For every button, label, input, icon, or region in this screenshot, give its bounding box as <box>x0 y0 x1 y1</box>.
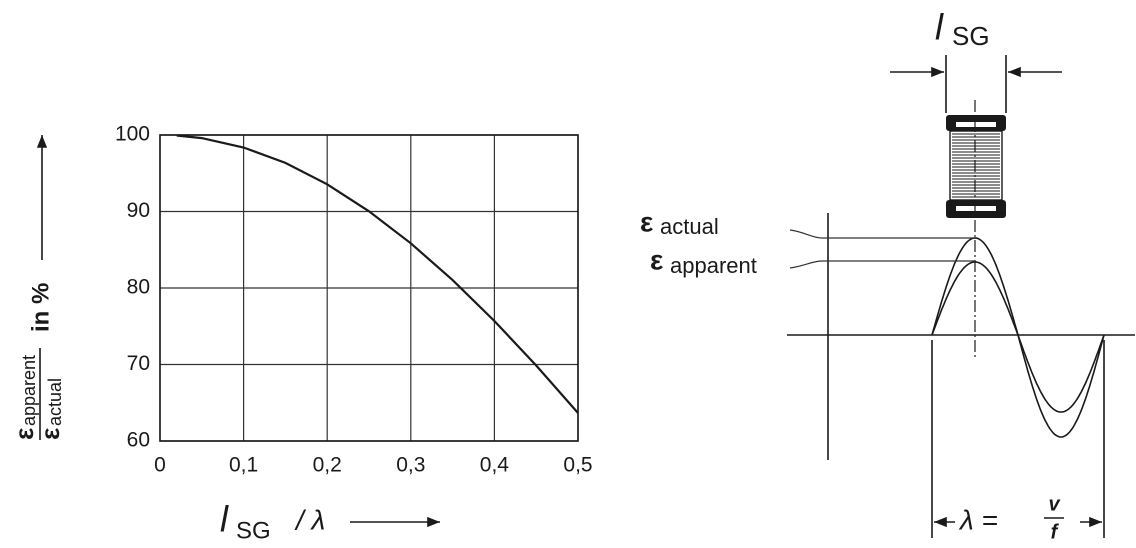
diagram: l SG ε actual ε apparent λ = v f <box>640 7 1135 543</box>
y-num-sub: apparent <box>19 355 39 426</box>
x-tick-label: 0,1 <box>229 454 258 477</box>
lambda-den: f <box>1051 521 1060 543</box>
y-den-symbol: ε <box>35 428 65 440</box>
gauge-slot <box>956 122 996 127</box>
apparent-wave <box>931 261 1105 413</box>
y-tick-label: 60 <box>127 429 150 452</box>
apparent-symbol: ε <box>650 244 663 275</box>
x-label-rest: / λ <box>294 504 325 535</box>
lambda-num: v <box>1048 493 1061 515</box>
y-tick-label: 100 <box>115 123 150 146</box>
y-unit: in % <box>27 283 54 332</box>
y-num-symbol: ε <box>9 428 39 440</box>
actual-sub: actual <box>660 214 719 239</box>
leader-line <box>789 260 975 269</box>
apparent-sub: apparent <box>670 253 757 278</box>
x-label-symbol: l <box>220 499 229 540</box>
x-label-sub: SG <box>236 517 271 544</box>
y-den-sub: actual <box>45 378 65 426</box>
y-label: ε apparent ε actual in % <box>9 135 65 440</box>
x-tick-label: 0,5 <box>563 454 592 477</box>
y-tick-label: 70 <box>127 352 150 375</box>
gauge-slot <box>956 206 996 211</box>
lambda-lhs: λ = <box>958 504 998 535</box>
y-tick-label: 90 <box>127 199 150 222</box>
x-tick-label: 0,3 <box>396 454 425 477</box>
x-tick-label: 0,2 <box>313 454 342 477</box>
gauge-sub: SG <box>952 21 990 51</box>
chart: 60 70 80 90 100 0 0,1 0,2 0,3 0,4 0,5 <box>115 123 593 477</box>
y-tick-label: 80 <box>127 276 150 299</box>
gauge-symbol: l <box>935 7 944 48</box>
curve <box>176 134 579 414</box>
actual-wave <box>931 237 1105 438</box>
x-tick-label: 0,4 <box>480 454 510 477</box>
leader-line <box>789 229 975 239</box>
gauge-grid <box>949 130 1003 201</box>
gauge-windings <box>952 133 1000 198</box>
x-tick-label: 0 <box>154 454 166 477</box>
actual-symbol: ε <box>640 206 653 237</box>
plot-frame <box>159 134 579 442</box>
